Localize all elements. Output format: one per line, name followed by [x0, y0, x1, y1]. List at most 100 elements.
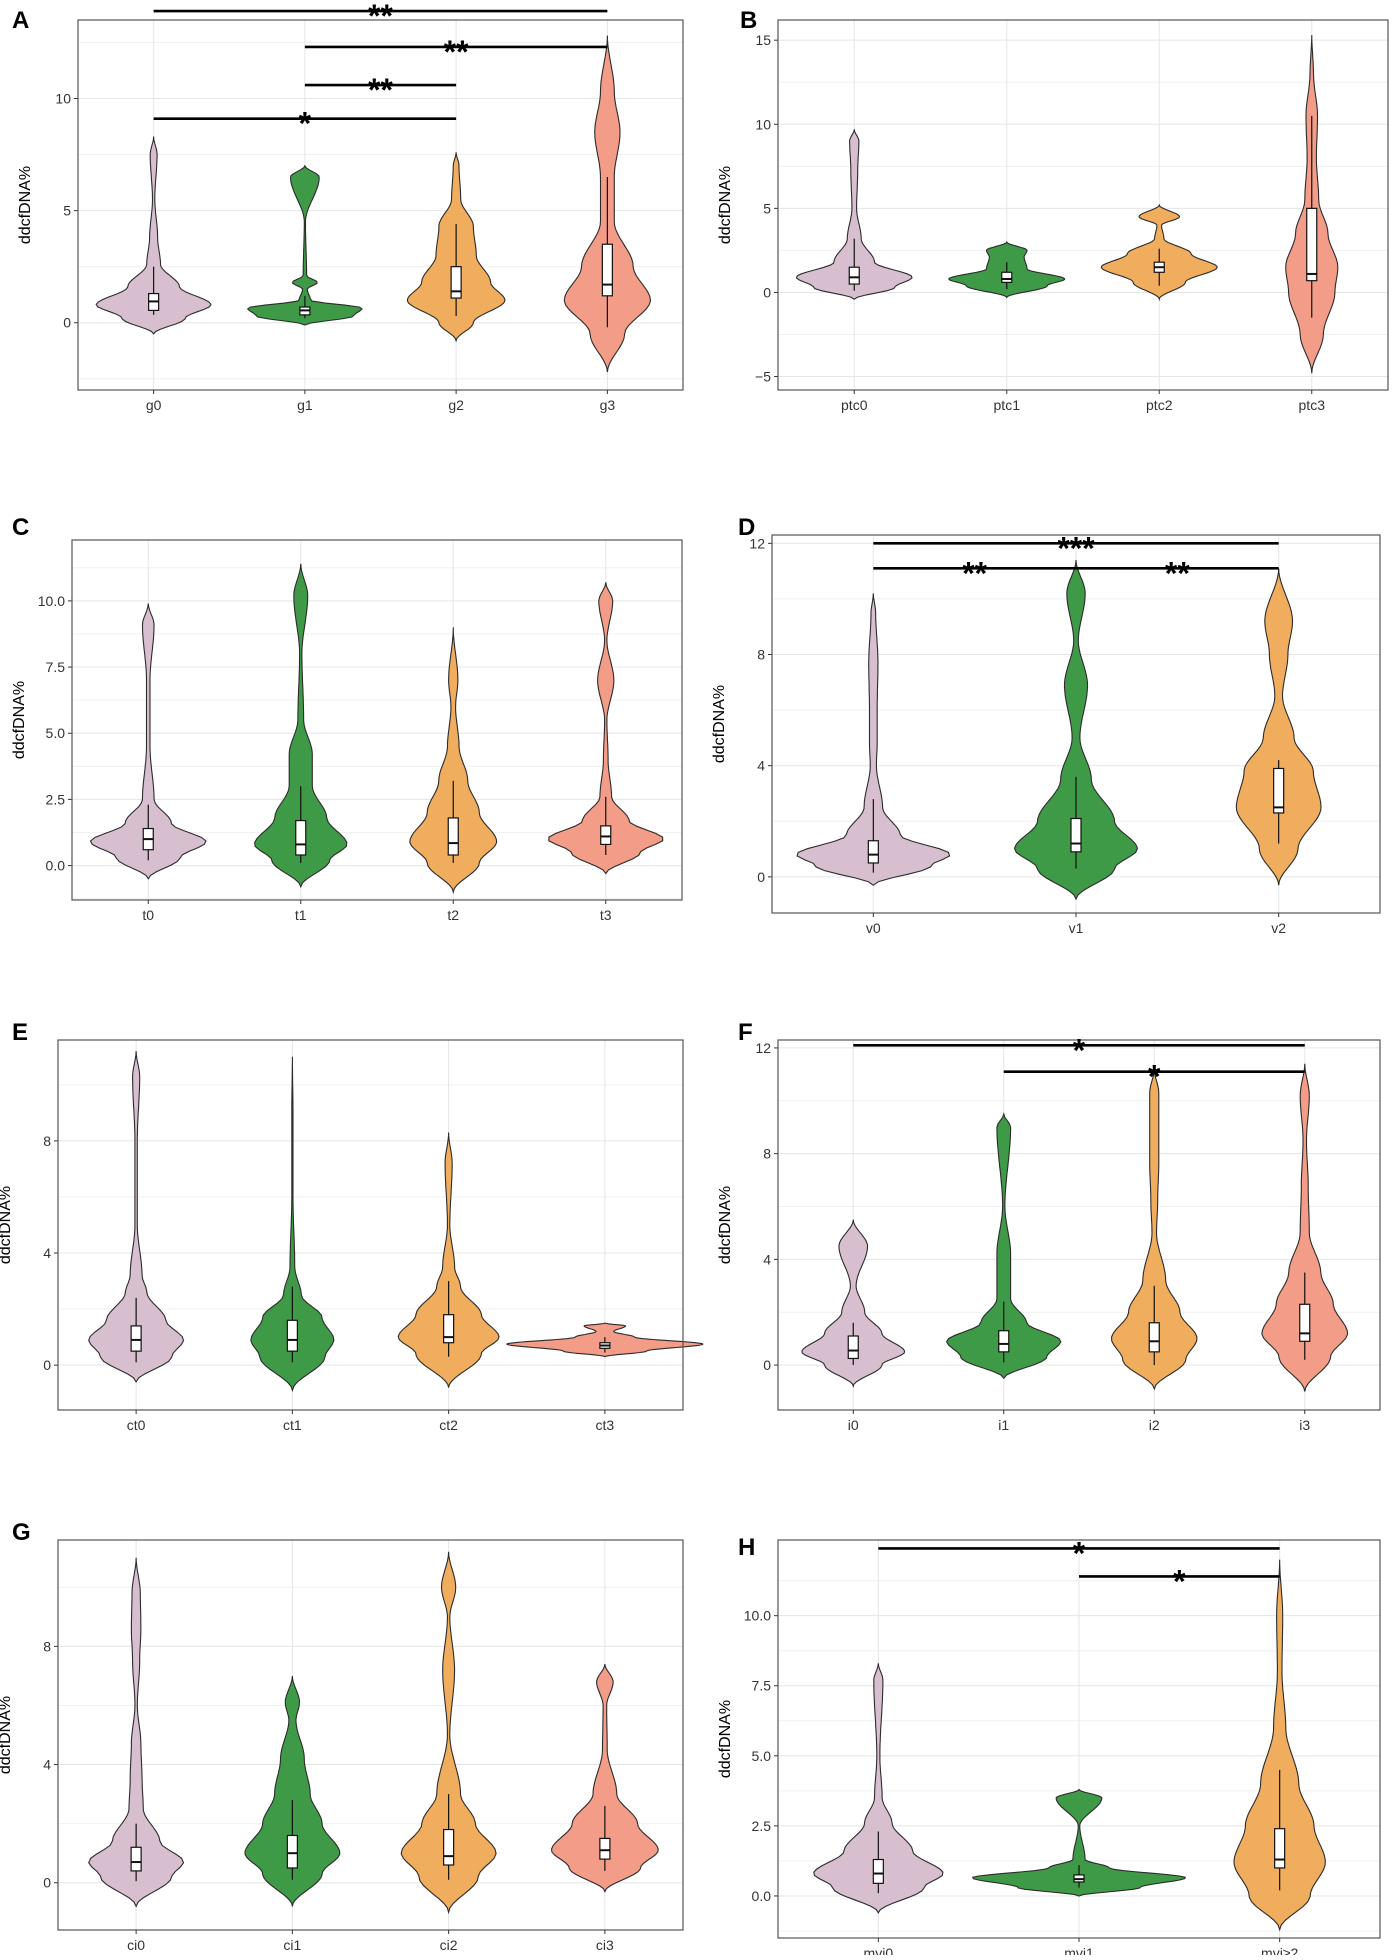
y-tick-label: 2.5 — [46, 791, 66, 807]
panel-label: B — [740, 7, 757, 34]
violin-ci2 — [400, 1551, 497, 1915]
box-ci0 — [130, 1846, 142, 1872]
y-tick-label: 10.0 — [744, 1608, 771, 1624]
significance-label: ** — [368, 72, 393, 108]
plot-background — [778, 20, 1388, 390]
x-tick-label: t1 — [295, 907, 307, 923]
x-tick-label: ptc1 — [994, 397, 1021, 413]
x-tick-label: ct0 — [127, 1417, 146, 1433]
violin-t3 — [548, 582, 664, 875]
x-tick-label: ci2 — [440, 1937, 458, 1953]
box-ct0 — [130, 1325, 142, 1352]
y-axis-label: ddcfDNA% — [11, 681, 28, 759]
y-tick-label: 7.5 — [752, 1678, 772, 1694]
x-tick-label: t0 — [142, 907, 154, 923]
y-axis-label: ddcfDNA% — [717, 1700, 734, 1778]
y-tick-label: 5 — [63, 203, 71, 219]
violin-ct2 — [397, 1132, 500, 1388]
y-tick-label: 5.0 — [752, 1748, 772, 1764]
box-ptc1 — [1001, 271, 1013, 283]
box-g3 — [601, 243, 613, 297]
panel-label: H — [738, 1534, 755, 1561]
panel-C: C 0.0 2.5 5.0 7.5 10.0 ddcfDNA% t0 t1 t2 t3 — [11, 514, 683, 923]
violin-t2 — [409, 627, 498, 895]
violin-g0 — [95, 136, 212, 335]
y-tick-label: 12 — [749, 535, 765, 551]
panel-H: H 0.0 2.5 5.0 7.5 10.0 ddcfDNA% mvi0 mvi1 mvi≥2 * * — [717, 1534, 1381, 1960]
significance-label: ** — [444, 34, 469, 70]
x-tick-label: i0 — [848, 1417, 859, 1433]
y-tick-label: 10 — [55, 90, 71, 106]
y-tick-label: 0 — [757, 869, 765, 885]
violin-v2 — [1235, 568, 1322, 886]
box-i2 — [1148, 1322, 1160, 1353]
violin-i3 — [1261, 1063, 1349, 1392]
x-tick-label: i1 — [998, 1417, 1009, 1433]
x-tick-label: ci1 — [283, 1937, 301, 1953]
significance-label: ** — [368, 0, 393, 34]
x-tick-label: mvi≥2 — [1261, 1945, 1298, 1955]
significance-label: ** — [962, 555, 987, 591]
panel-label: G — [12, 1519, 31, 1546]
panel-B: B −5 0 5 10 15 ddcfDNA% ptc0 ptc1 ptc2 ptc3 — [717, 7, 1389, 413]
violin-ci0 — [88, 1557, 185, 1908]
y-tick-label: 4 — [43, 1245, 51, 1261]
x-tick-label: v1 — [1069, 920, 1084, 936]
significance-label: ** — [1165, 555, 1190, 591]
box-v0 — [867, 840, 879, 864]
x-tick-label: ptc2 — [1146, 397, 1173, 413]
panel-G: G 0 4 8 ddcfDNA% ci0 ci1 ci2 ci3 — [0, 1519, 684, 1953]
x-tick-label: g1 — [297, 397, 313, 413]
y-tick-label: −5 — [755, 369, 771, 385]
x-tick-label: ptc3 — [1299, 397, 1326, 413]
y-tick-label: 4 — [43, 1757, 51, 1773]
plot-frame — [777, 19, 1389, 391]
box-mvi≥2 — [1274, 1828, 1286, 1869]
violin-i0 — [801, 1219, 906, 1388]
box-i0 — [847, 1335, 859, 1360]
box-g2 — [450, 266, 462, 299]
box-ci3 — [599, 1837, 611, 1860]
y-tick-label: 0 — [763, 284, 771, 300]
y-tick-label: 7.5 — [46, 659, 66, 675]
box-ci1 — [286, 1834, 298, 1869]
box-t3 — [600, 825, 612, 846]
significance-label: * — [1148, 1059, 1161, 1095]
plot-frame — [777, 1039, 1381, 1411]
x-tick-label: i3 — [1299, 1417, 1310, 1433]
box-t2 — [447, 817, 459, 856]
y-tick-label: 15 — [755, 32, 771, 48]
violin-v1 — [1013, 559, 1139, 901]
box-ci2 — [443, 1828, 455, 1866]
x-tick-label: t2 — [447, 907, 459, 923]
box-i1 — [998, 1330, 1010, 1353]
violin-ptc0 — [795, 129, 913, 300]
x-tick-label: v0 — [866, 920, 881, 936]
x-tick-label: ct3 — [596, 1417, 615, 1433]
y-tick-label: 4 — [763, 1251, 771, 1267]
x-tick-label: g2 — [448, 397, 464, 413]
x-tick-label: ct2 — [439, 1417, 458, 1433]
x-tick-label: t3 — [600, 907, 612, 923]
x-tick-label: ct1 — [283, 1417, 302, 1433]
y-tick-label: 0 — [43, 1357, 51, 1373]
y-tick-label: 0.0 — [46, 858, 66, 874]
y-axis-label: ddcfDNA% — [717, 166, 734, 244]
violin-i2 — [1111, 1069, 1198, 1391]
violin-mvi0 — [813, 1663, 944, 1914]
y-tick-label: 8 — [43, 1133, 51, 1149]
box-t1 — [295, 819, 307, 856]
significance-label: * — [1073, 1032, 1086, 1068]
box-i3 — [1299, 1303, 1311, 1342]
violin-mvi1 — [971, 1788, 1187, 1897]
significance-label: * — [1073, 1535, 1086, 1571]
y-tick-label: 8 — [43, 1638, 51, 1654]
y-tick-label: 5.0 — [46, 725, 66, 741]
panel-label: F — [738, 1019, 753, 1046]
violin-ci3 — [551, 1663, 659, 1893]
y-tick-label: 8 — [763, 1146, 771, 1162]
y-tick-label: 10.0 — [38, 593, 65, 609]
